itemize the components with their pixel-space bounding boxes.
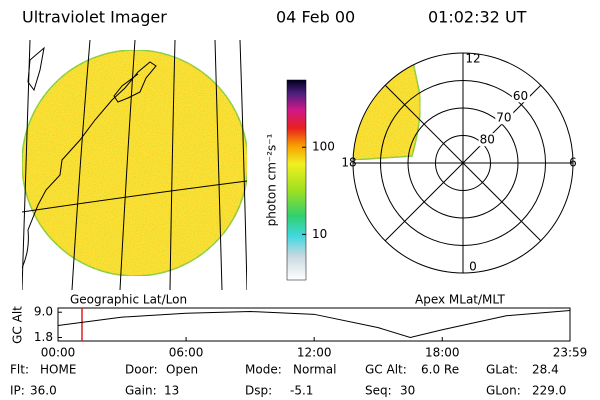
left-panel-label: Geographic Lat/Lon: [70, 293, 187, 307]
ring-label-bg: [478, 133, 497, 147]
polar-mlt-label: 6: [569, 156, 577, 170]
polar-mlt-label: 0: [469, 260, 477, 274]
altitude-ylabel: GC Alt: [11, 306, 25, 344]
ring-label-bg: [511, 89, 530, 103]
field-label: Seq:: [365, 384, 392, 398]
field-label: Dsp:: [245, 384, 272, 398]
x-tick-label: 23:59: [553, 346, 588, 360]
field-value: 30: [400, 384, 415, 398]
field-label: Door:: [125, 363, 158, 377]
field-value: HOME: [40, 363, 76, 377]
polar-ring-label: 80: [480, 133, 495, 147]
date: 04 Feb 00: [276, 8, 355, 27]
polar-image: [353, 60, 422, 161]
colorbar-tick-label: 100: [312, 140, 335, 154]
x-tick-label: 18:00: [425, 346, 460, 360]
field-label: GC Alt:: [365, 363, 407, 377]
x-tick-label: 00:00: [41, 346, 76, 360]
field-value: 36.0: [30, 384, 57, 398]
polar-ring: [380, 80, 546, 246]
field-value: 28.4: [532, 363, 559, 377]
field-label: Mode:: [245, 363, 282, 377]
field-value: Open: [166, 363, 198, 377]
ring-label-bg: [495, 111, 514, 125]
polar-mlt-label: 18: [341, 156, 356, 170]
polar-mlt-label: 12: [465, 52, 480, 66]
polar-ring: [407, 107, 519, 219]
field-label: Flt:: [10, 363, 29, 377]
field-value: 13: [164, 384, 179, 398]
field-label: IP:: [10, 384, 25, 398]
altitude-frame: [57, 307, 571, 342]
field-value: Normal: [293, 363, 336, 377]
field-value: -5.1: [290, 384, 313, 398]
field-value: 229.0: [532, 384, 566, 398]
x-tick-label: 12:00: [297, 346, 332, 360]
time: 01:02:32 UT: [428, 8, 527, 27]
field-label: GLon:: [486, 384, 521, 398]
field-value: 6.0 Re: [421, 363, 459, 377]
polar-ring-label: 70: [496, 111, 511, 125]
altitude-line: [57, 309, 571, 339]
colorbar: [286, 79, 307, 281]
geo-image: [22, 40, 247, 290]
field-label: Gain:: [125, 384, 157, 398]
polar-ring-label: 60: [513, 89, 528, 103]
polar-label: Apex MLat/MLT: [415, 293, 505, 307]
polar-ring: [435, 135, 491, 191]
colorbar-label: photon cm⁻²s⁻¹: [265, 133, 279, 226]
field-label: GLat:: [486, 363, 518, 377]
x-tick-label: 06:00: [169, 346, 204, 360]
title: Ultraviolet Imager: [22, 8, 167, 27]
colorbar-tick-label: 10: [312, 227, 327, 241]
y-tick-label: 1.8: [34, 330, 53, 344]
y-tick-label: 9.0: [34, 305, 53, 319]
